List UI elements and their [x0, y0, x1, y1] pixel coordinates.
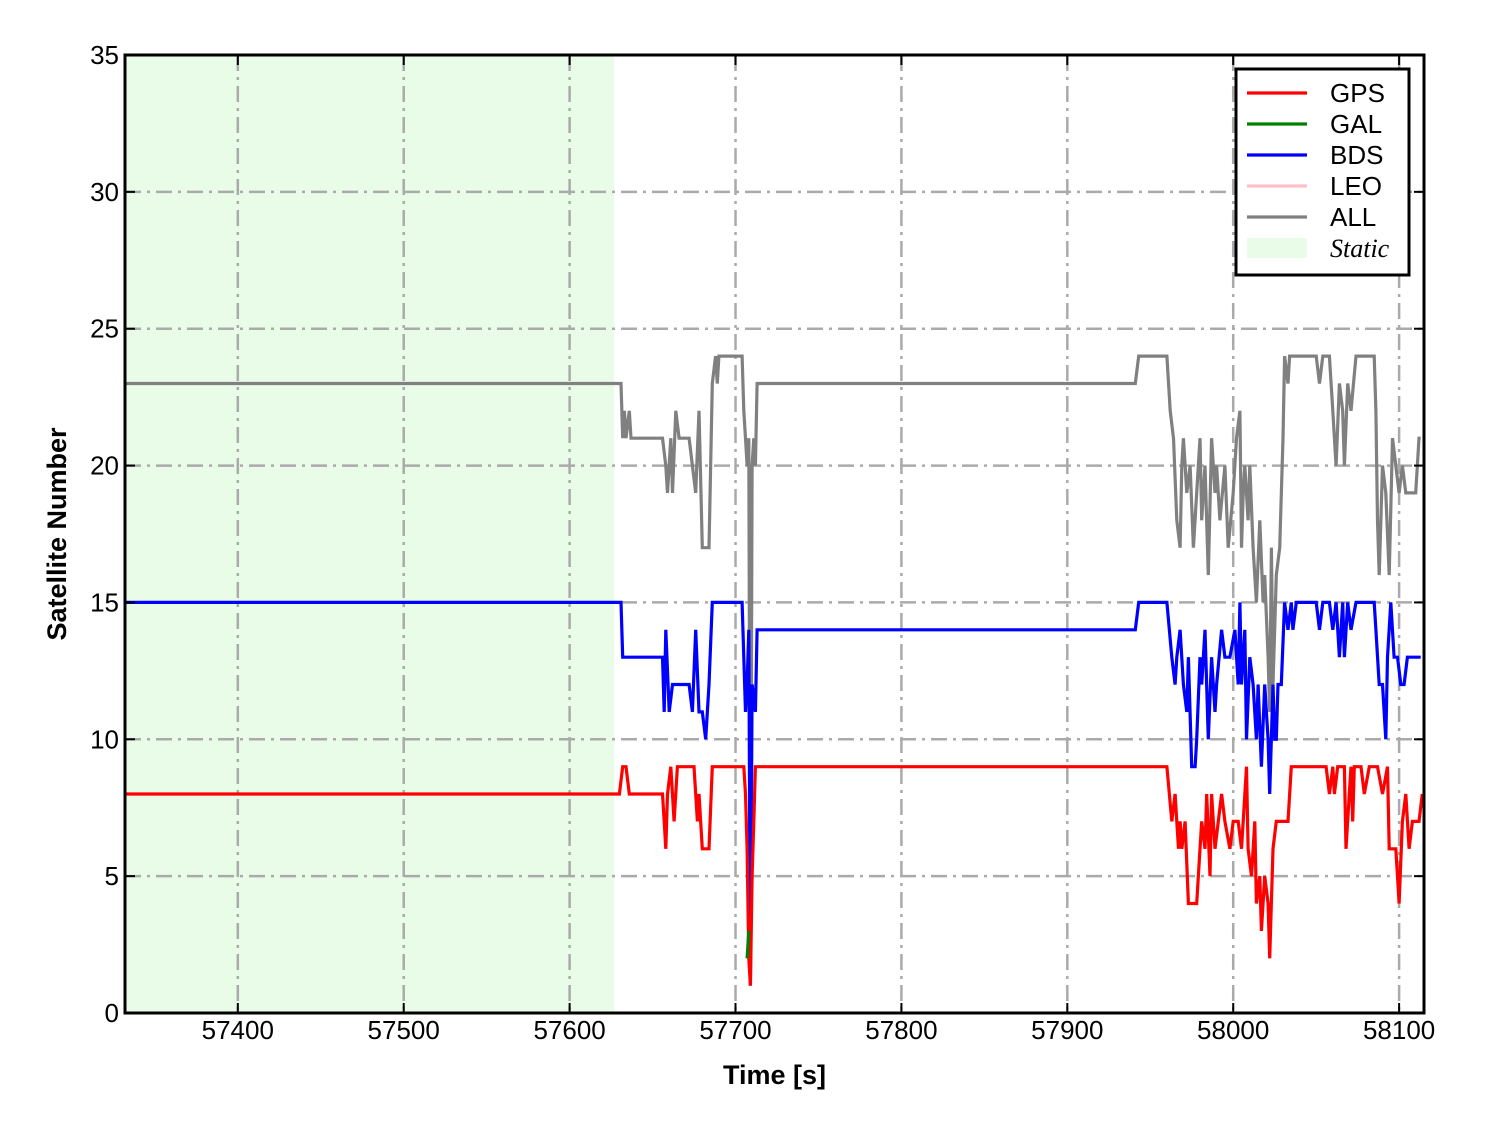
y-tick-label: 35 — [90, 40, 119, 70]
x-tick-label: 57600 — [533, 1015, 605, 1045]
x-tick-label: 57400 — [202, 1015, 274, 1045]
legend-label-gal: GAL — [1330, 109, 1382, 139]
y-tick-label: 10 — [90, 724, 119, 754]
x-axis-title: Time [s] — [723, 1060, 826, 1090]
plot-frame — [123, 53, 1426, 1015]
series-line-gps — [125, 765, 1424, 986]
series-line-gal — [745, 930, 751, 959]
y-axis-title: Satellite Number — [42, 427, 72, 641]
series-line-all — [125, 354, 1421, 986]
x-tick-label: 58000 — [1197, 1015, 1269, 1045]
legend-label-gps: GPS — [1330, 78, 1385, 108]
x-tick-label: 57800 — [865, 1015, 937, 1045]
legend-label-static: Static — [1330, 234, 1390, 263]
x-tick-label: 57700 — [699, 1015, 771, 1045]
y-tick-label: 25 — [90, 314, 119, 344]
series-line-bds — [125, 600, 1421, 986]
x-tick-label: 58100 — [1363, 1015, 1435, 1045]
y-tick-label: 30 — [90, 177, 119, 207]
y-tick-label: 0 — [105, 998, 119, 1028]
y-tick-label: 5 — [105, 861, 119, 891]
legend-label-all: ALL — [1330, 202, 1376, 232]
y-tick-label: 20 — [90, 451, 119, 481]
legend-swatch-static — [1247, 238, 1307, 258]
y-tick-label: 15 — [90, 587, 119, 617]
static-region — [125, 55, 615, 1013]
x-tick-label: 57900 — [1031, 1015, 1103, 1045]
legend-label-leo: LEO — [1330, 171, 1382, 201]
x-tick-label: 57500 — [368, 1015, 440, 1045]
legend-label-bds: BDS — [1330, 140, 1383, 170]
